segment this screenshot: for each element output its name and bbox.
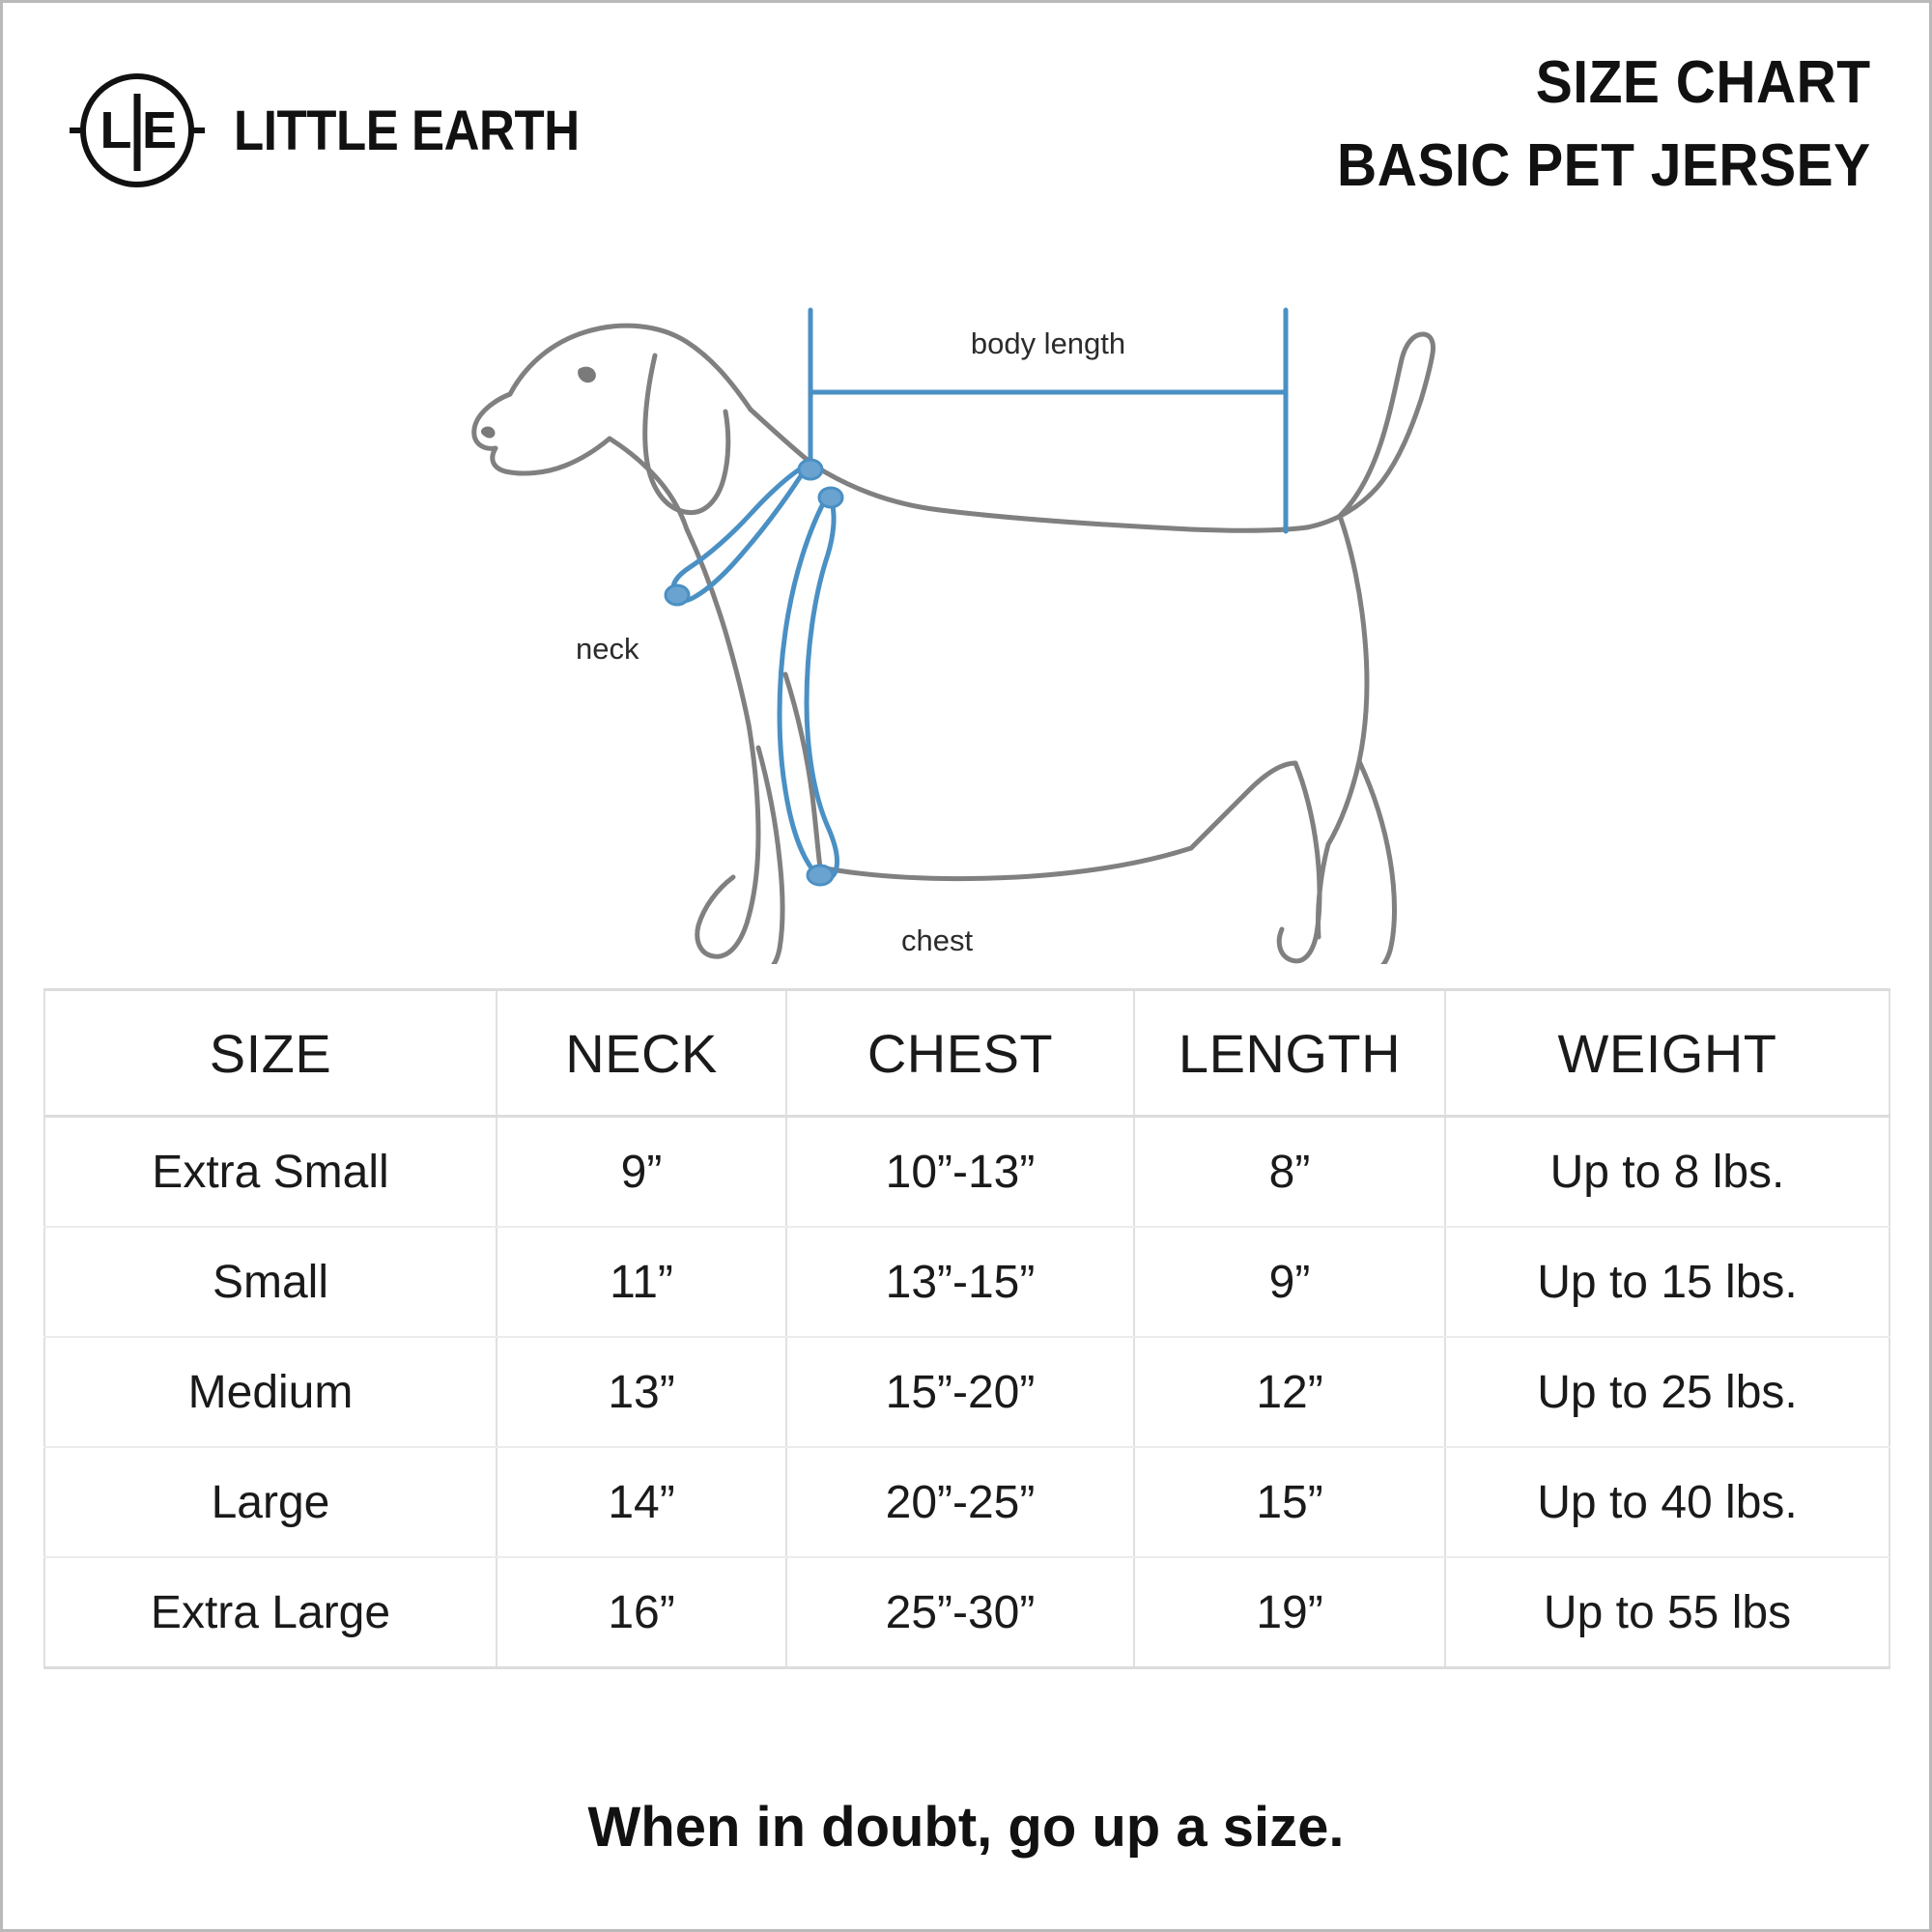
column-header-size: SIZE — [43, 988, 497, 1118]
cell-size: Extra Small — [43, 1115, 497, 1228]
table-row: Extra Large 16” 25”-30” 19” Up to 55 lbs — [43, 1556, 1890, 1669]
cell-neck: 16” — [496, 1556, 787, 1669]
cell-length: 19” — [1133, 1556, 1446, 1669]
cell-weight: Up to 55 lbs — [1444, 1556, 1890, 1669]
cell-neck: 14” — [496, 1446, 787, 1558]
cell-length: 15” — [1133, 1446, 1446, 1558]
measurement-diagram: body length neck chest — [418, 249, 1529, 964]
table-row: Extra Small 9” 10”-13” 8” Up to 8 lbs. — [43, 1115, 1890, 1228]
cell-size: Medium — [43, 1336, 497, 1448]
column-header-chest: CHEST — [785, 988, 1135, 1118]
chest-label: chest — [901, 923, 973, 957]
svg-text:E: E — [142, 101, 177, 159]
cell-weight: Up to 8 lbs. — [1444, 1115, 1890, 1228]
cell-size: Large — [43, 1446, 497, 1558]
cell-chest: 13”-15” — [785, 1226, 1135, 1338]
table-header-row: SIZE NECK CHEST LENGTH WEIGHT — [43, 988, 1890, 1118]
brand-lockup: L E LITTLE EARTH — [66, 59, 626, 202]
cell-size: Extra Large — [43, 1556, 497, 1669]
cell-chest: 20”-25” — [785, 1446, 1135, 1558]
table-row: Large 14” 20”-25” 15” Up to 40 lbs. — [43, 1446, 1890, 1558]
cell-neck: 13” — [496, 1336, 787, 1448]
column-header-neck: NECK — [496, 988, 787, 1118]
cell-neck: 9” — [496, 1115, 787, 1228]
footer-note: When in doubt, go up a size. — [587, 1796, 1345, 1859]
page-subtitle: BASIC PET JERSEY — [1337, 132, 1871, 199]
cell-chest: 10”-13” — [785, 1115, 1135, 1228]
cell-weight: Up to 25 lbs. — [1444, 1336, 1890, 1448]
column-header-weight: WEIGHT — [1444, 988, 1890, 1118]
cell-size: Small — [43, 1226, 497, 1338]
neck-label: neck — [576, 632, 639, 666]
cell-weight: Up to 40 lbs. — [1444, 1446, 1890, 1558]
dog-side-profile-icon: body length neck chest — [471, 307, 1435, 964]
cell-length: 8” — [1133, 1115, 1446, 1228]
svg-text:L: L — [100, 101, 132, 159]
cell-chest: 15”-20” — [785, 1336, 1135, 1448]
le-circle-logo-icon: L E — [70, 73, 205, 187]
page-header: L E LITTLE EARTH SIZE CHART BASIC PET JE… — [61, 42, 1871, 215]
cell-neck: 11” — [496, 1226, 787, 1338]
size-chart-table: SIZE NECK CHEST LENGTH WEIGHT Extra Smal… — [43, 988, 1890, 1669]
column-header-length: LENGTH — [1133, 988, 1446, 1118]
cell-length: 9” — [1133, 1226, 1446, 1338]
table-row: Small 11” 13”-15” 9” Up to 15 lbs. — [43, 1226, 1890, 1338]
cell-weight: Up to 15 lbs. — [1444, 1226, 1890, 1338]
brand-name: LITTLE EARTH — [234, 99, 580, 162]
header-titles: SIZE CHART BASIC PET JERSEY — [1291, 42, 1871, 208]
page-title: SIZE CHART — [1536, 49, 1871, 116]
table-row: Medium 13” 15”-20” 12” Up to 25 lbs. — [43, 1336, 1890, 1448]
body-length-label: body length — [971, 327, 1125, 360]
cell-chest: 25”-30” — [785, 1556, 1135, 1669]
cell-length: 12” — [1133, 1336, 1446, 1448]
